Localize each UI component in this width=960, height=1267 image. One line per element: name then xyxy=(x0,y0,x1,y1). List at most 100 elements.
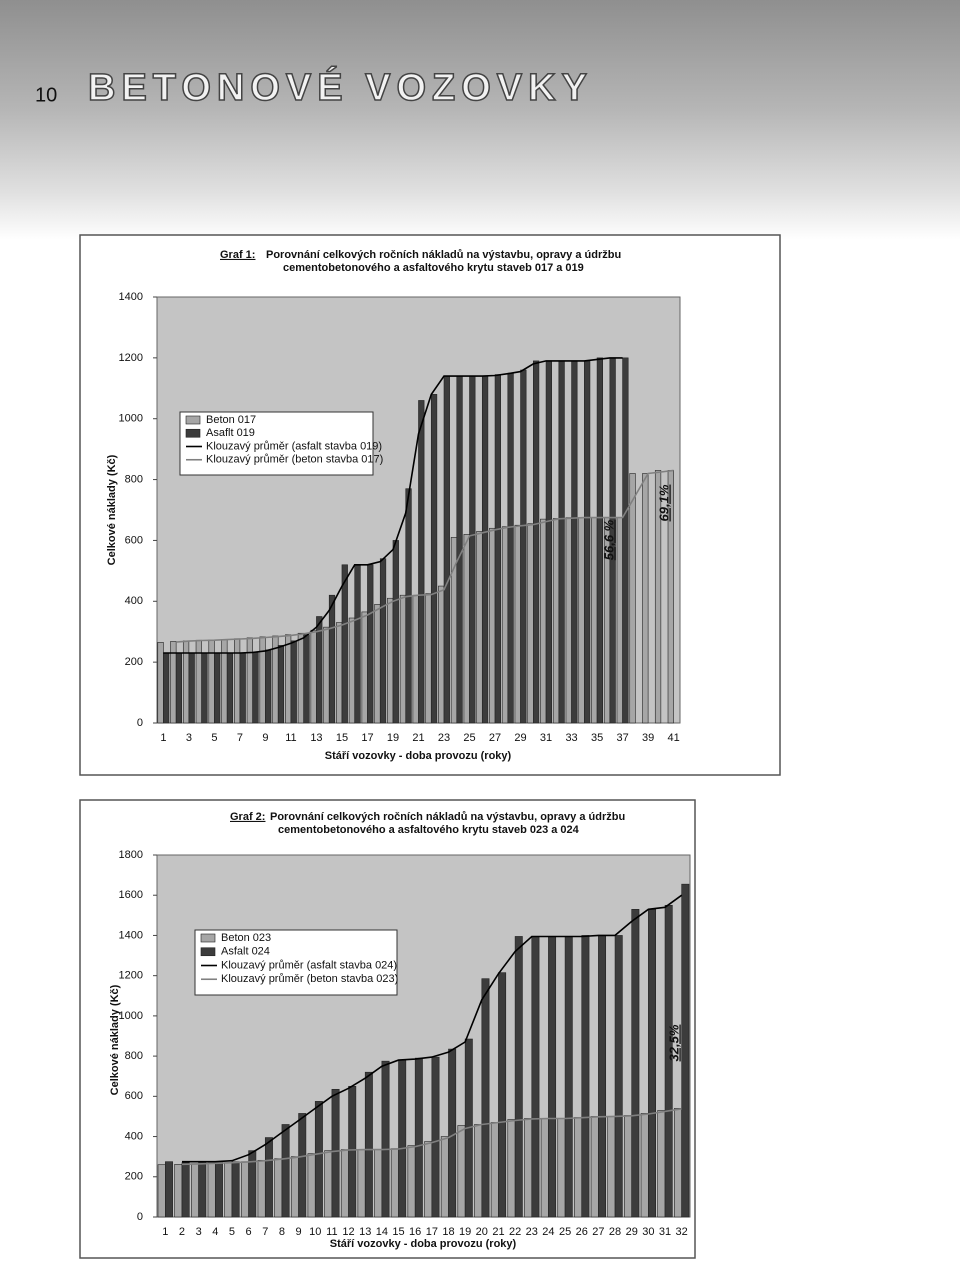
bar xyxy=(540,518,547,724)
bar xyxy=(240,1161,249,1218)
line xyxy=(181,1108,682,1166)
y-tick-label: 200 xyxy=(125,656,143,668)
x-tick-label: 7 xyxy=(237,732,243,744)
y-tick-label: 800 xyxy=(125,473,143,485)
y-tick-label: 600 xyxy=(125,1090,143,1102)
x-tick-label: 19 xyxy=(387,732,399,744)
bar xyxy=(303,634,310,724)
bar xyxy=(290,1156,299,1218)
bar xyxy=(364,1071,373,1218)
x-tick-label: 29 xyxy=(514,732,526,744)
bar xyxy=(533,360,540,724)
x-tick-label: 17 xyxy=(361,732,373,744)
bar xyxy=(474,1124,483,1218)
x-tick-label: 29 xyxy=(626,1226,638,1238)
x-tick-label: 11 xyxy=(285,732,296,744)
bar xyxy=(564,936,573,1218)
bar xyxy=(481,978,490,1218)
legend-label: Klouzavý průměr (asfalt stavba 024) xyxy=(221,959,397,971)
bar xyxy=(374,1149,383,1218)
bar xyxy=(281,1124,290,1218)
bar xyxy=(265,649,272,724)
y-tick-label: 600 xyxy=(125,534,143,546)
x-tick-label: 33 xyxy=(565,732,577,744)
bar xyxy=(414,1057,423,1218)
bar xyxy=(514,524,521,724)
x-tick-label: 15 xyxy=(392,1226,404,1238)
x-tick-label: 31 xyxy=(540,732,552,744)
x-tick-label: 37 xyxy=(616,732,628,744)
bar xyxy=(631,908,640,1218)
y-tick-label: 0 xyxy=(137,717,143,729)
bar xyxy=(674,1108,682,1218)
x-tick-label: 13 xyxy=(359,1226,371,1238)
x-tick-label: 22 xyxy=(509,1226,521,1238)
bar xyxy=(430,394,438,724)
legend-swatch xyxy=(185,415,201,425)
x-tick-label: 8 xyxy=(279,1226,285,1238)
legend-label: Klouzavý průměr (asfalt stavba 019) xyxy=(206,440,382,452)
bar xyxy=(584,360,591,724)
x-tick-label: 19 xyxy=(459,1226,471,1238)
x-tick-label: 23 xyxy=(438,732,450,744)
y-axis-label: Celkové náklady (Kč) xyxy=(106,454,118,565)
bar xyxy=(246,637,253,724)
legend-label: Klouzavý průměr (beton stavba 023) xyxy=(221,973,398,985)
bar xyxy=(392,540,399,724)
bar xyxy=(498,972,507,1218)
bar xyxy=(412,594,419,724)
x-tick-label: 13 xyxy=(310,732,322,744)
annotation: 69,1% xyxy=(656,484,671,521)
line xyxy=(163,357,623,654)
bar xyxy=(642,473,649,724)
bar xyxy=(438,585,445,724)
y-tick-label: 400 xyxy=(125,1130,143,1142)
bar xyxy=(367,564,374,724)
bar xyxy=(648,908,656,1218)
bar xyxy=(598,935,607,1218)
bar xyxy=(191,1163,199,1218)
bar xyxy=(524,1118,533,1218)
x-tick-label: 1 xyxy=(160,732,166,744)
bar xyxy=(443,375,450,724)
bar xyxy=(431,1056,440,1218)
x-tick-label: 25 xyxy=(463,732,475,744)
bar xyxy=(374,604,381,724)
bar xyxy=(316,616,323,724)
bar xyxy=(590,1116,599,1218)
y-tick-label: 1200 xyxy=(119,970,143,982)
x-tick-label: 35 xyxy=(591,732,603,744)
x-tick-label: 41 xyxy=(667,732,679,744)
bar xyxy=(165,1161,173,1218)
chart-title: Porovnání celkových ročních nákladů na v… xyxy=(266,249,621,261)
legend-label: Beton 023 xyxy=(221,932,271,944)
legend-label: Asaflt 019 xyxy=(206,427,255,439)
legend-swatch xyxy=(185,428,201,438)
bar xyxy=(341,564,348,724)
bar xyxy=(494,374,501,724)
x-tick-label: 4 xyxy=(212,1226,218,1238)
bar xyxy=(552,518,560,724)
bar xyxy=(578,517,585,724)
line xyxy=(182,894,683,1163)
y-tick-label: 1000 xyxy=(119,413,143,425)
y-tick-label: 400 xyxy=(125,595,143,607)
bar xyxy=(248,1150,257,1218)
x-tick-label: 26 xyxy=(576,1226,588,1238)
bar xyxy=(214,652,221,724)
bar xyxy=(571,360,578,724)
bar xyxy=(348,617,356,724)
bar xyxy=(489,527,496,724)
bar xyxy=(629,473,636,724)
legend-swatch xyxy=(200,947,216,957)
header-background xyxy=(0,0,960,240)
bar xyxy=(157,1164,166,1218)
bar xyxy=(654,470,662,724)
x-tick-label: 12 xyxy=(342,1226,354,1238)
x-tick-label: 30 xyxy=(642,1226,654,1238)
y-tick-label: 200 xyxy=(125,1171,143,1183)
y-tick-label: 1800 xyxy=(119,849,143,861)
bar xyxy=(457,1125,466,1218)
bar xyxy=(557,1118,566,1218)
